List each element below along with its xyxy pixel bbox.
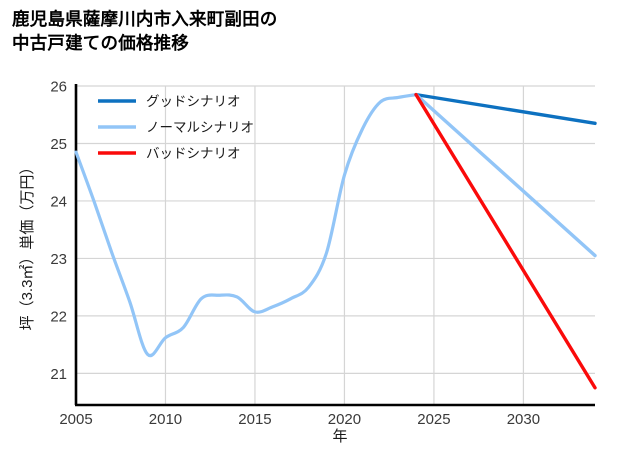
y-tick-label: 22 [50,308,67,325]
y-tick-label: 23 [50,251,67,268]
x-axis-tick-labels: 2005 2010 2015 2020 2025 2030 [59,411,540,428]
data-series-lines [74,92,597,390]
x-tick-label: 2015 [238,411,271,428]
x-tick-label: 2020 [328,411,361,428]
y-tick-label: 25 [50,136,67,153]
series-line-forecast [414,92,597,258]
x-axis-title: 年 [332,428,347,445]
y-tick-label: 24 [50,193,67,210]
y-axis-tick-labels: 21 22 23 24 25 26 [50,79,67,383]
y-tick-label: 26 [50,79,67,96]
legend-label: グッドシナリオ [146,94,241,109]
axis-frame [74,84,595,407]
y-tick-label: 21 [50,366,67,383]
chart-title-line-2: 中古戸建ての価格推移 [12,32,189,53]
series-line-forecast [414,92,597,390]
legend-label: ノーマルシナリオ [146,120,254,135]
y-axis-title: 坪（3.3㎡）単価（万円） [19,160,36,331]
x-tick-label: 2025 [417,411,450,428]
series-line-forecast [414,92,597,126]
x-tick-label: 2030 [507,411,540,428]
legend-label: バッドシナリオ [146,146,241,161]
x-tick-label: 2010 [149,411,182,428]
gridlines [76,85,595,405]
chart-title: 鹿児島県薩摩川内市入来町副田の 中古戸建ての価格推移 [12,8,572,55]
x-tick-label: 2005 [59,411,92,428]
series-line-historical [74,93,418,358]
chart-title-line-1: 鹿児島県薩摩川内市入来町副田の [12,9,278,29]
